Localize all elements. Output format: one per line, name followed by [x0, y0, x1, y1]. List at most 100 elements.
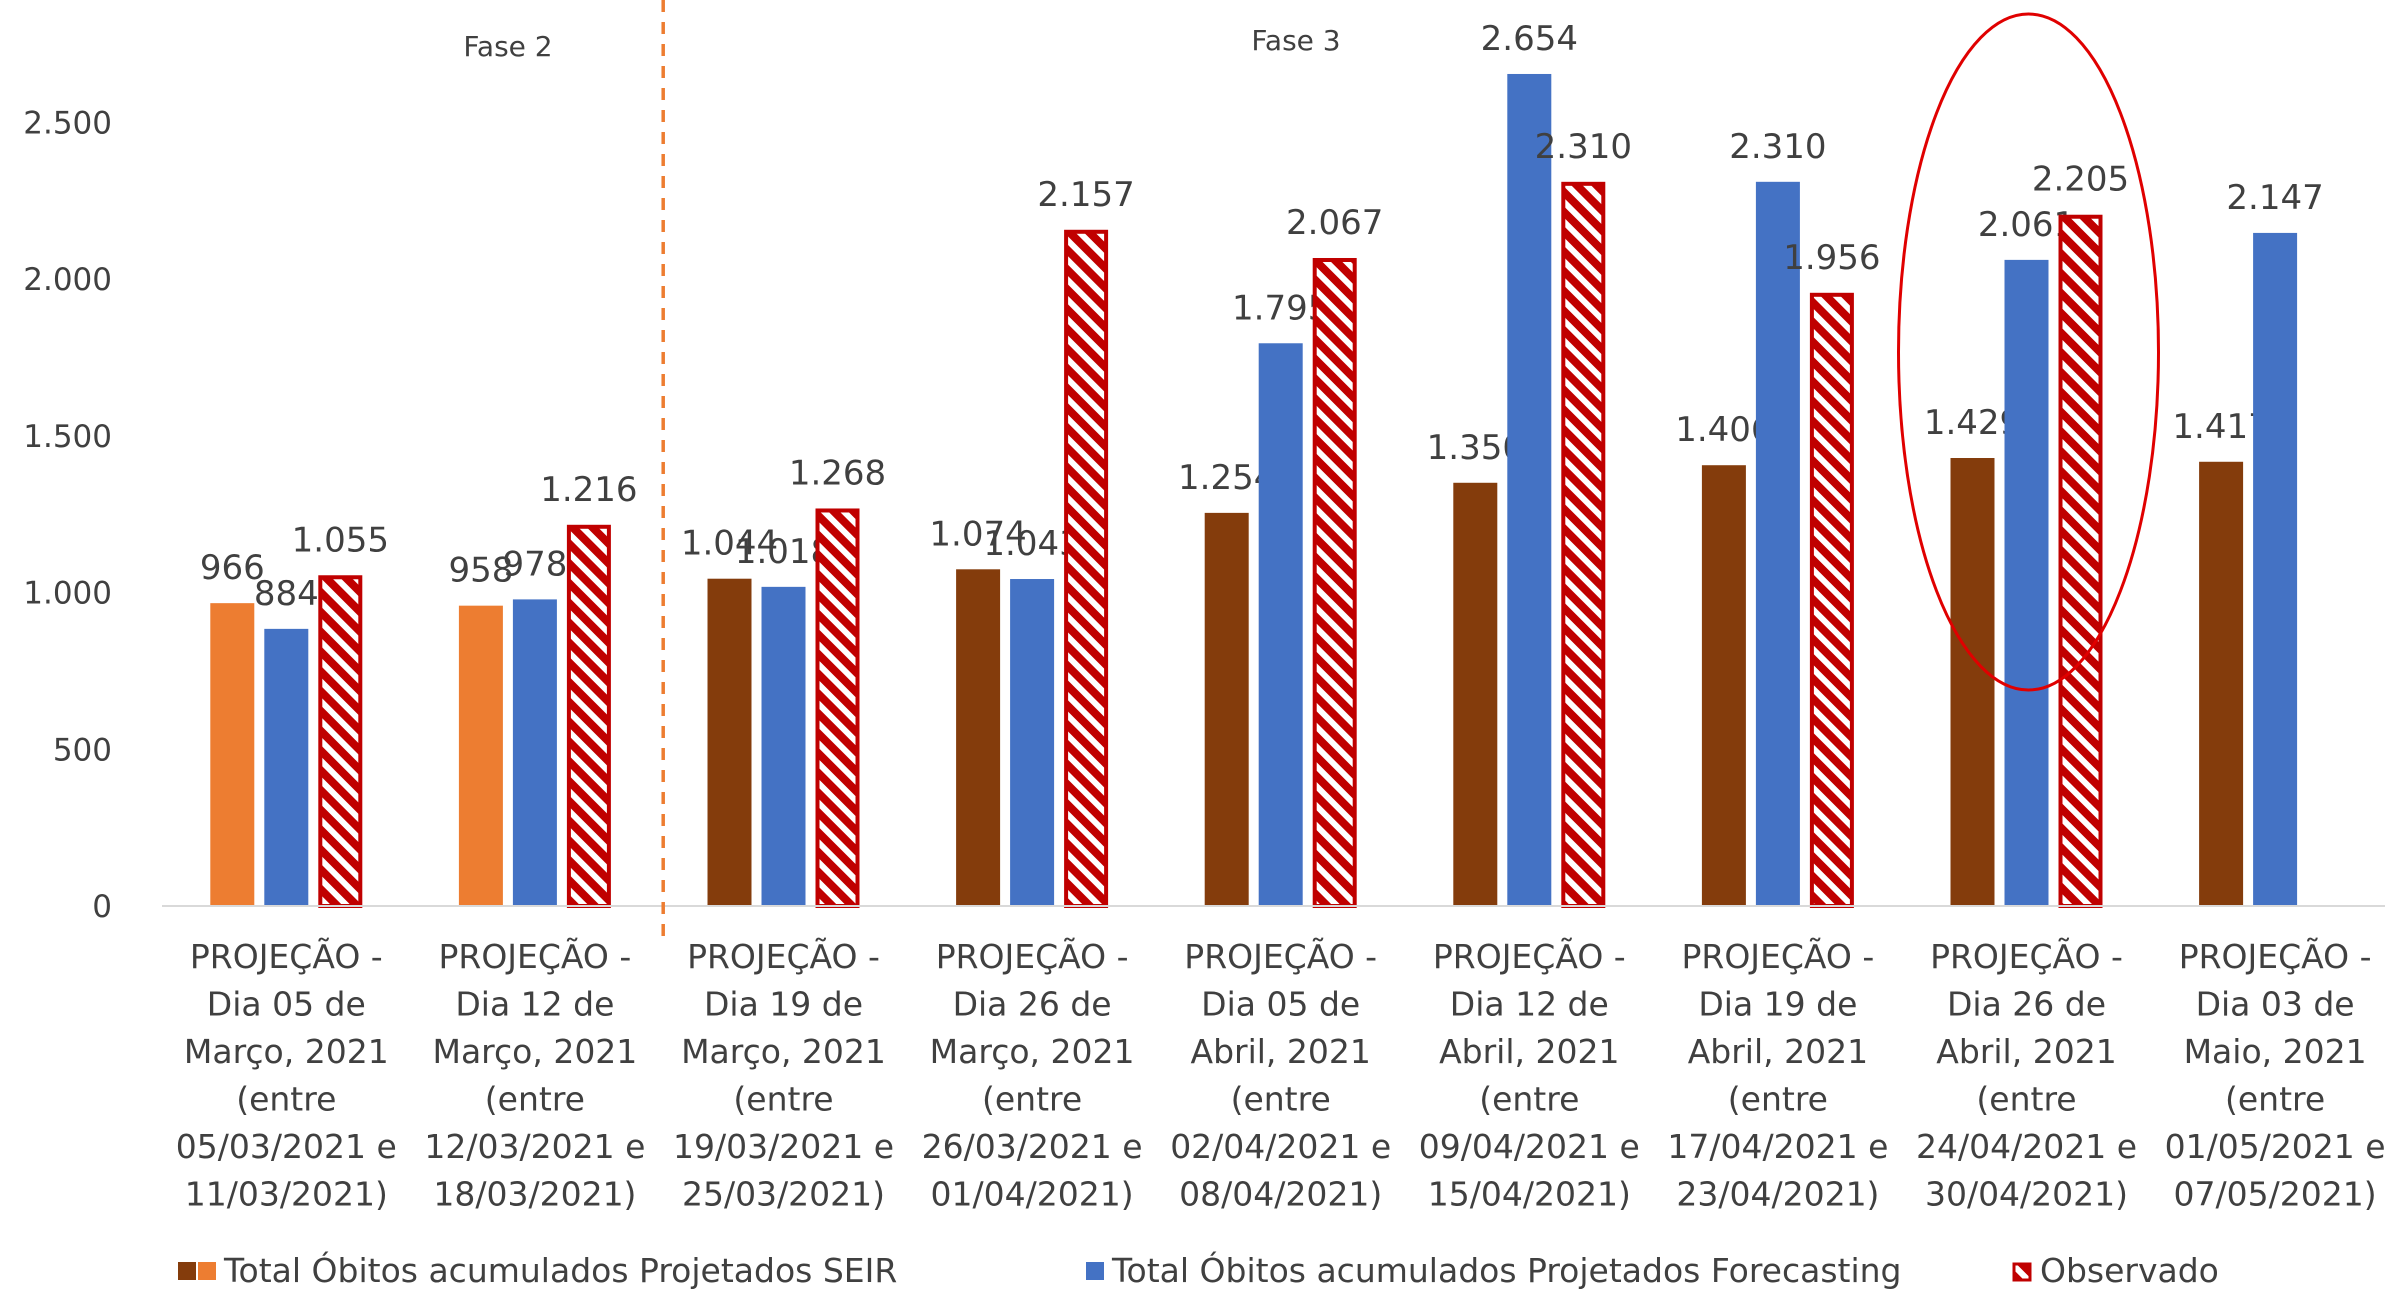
x-tick-label-line: (entre — [1231, 1080, 1331, 1119]
bar-seir — [458, 605, 503, 906]
x-tick-label-line: 25/03/2021) — [682, 1175, 885, 1214]
x-tick-label-line: (entre — [1479, 1080, 1579, 1119]
bar-forecasting — [1258, 343, 1303, 907]
x-tick-label-line: (entre — [1976, 1080, 2076, 1119]
bar-observado — [566, 524, 611, 908]
x-tick-label-line: Dia 03 de — [2196, 985, 2355, 1024]
x-tick-label-line: (entre — [1728, 1080, 1828, 1119]
x-tick-label-line: 07/05/2021) — [2174, 1175, 2377, 1214]
x-tick-label-line: Março, 2021 — [184, 1032, 389, 1071]
bar-seir — [1204, 512, 1249, 906]
x-tick-label-line: Maio, 2021 — [2184, 1032, 2367, 1071]
x-tick-label-line: (entre — [236, 1080, 336, 1119]
x-tick-label-line: 12/03/2021 e — [424, 1127, 645, 1166]
data-label: 1.268 — [789, 453, 886, 493]
bar-observado — [1809, 292, 1854, 908]
data-label: 2.310 — [1729, 127, 1826, 167]
x-tick-label-line: Dia 05 de — [1201, 985, 1360, 1024]
bar-forecasting — [264, 628, 309, 906]
legend-label-observado: Observado — [2040, 1251, 2219, 1290]
x-tick-label-line: 05/03/2021 e — [176, 1127, 397, 1166]
legend-label-seir: Total Óbitos acumulados Projetados SEIR — [223, 1250, 897, 1290]
x-tick-label-line: 19/03/2021 e — [673, 1127, 894, 1166]
x-tick-label-line: 01/04/2021) — [931, 1175, 1134, 1214]
data-label: 2.067 — [1286, 203, 1383, 243]
x-tick-label: PROJEÇÃO - Dia 12 de Abril, 2021 (entre 09/0… — [1419, 937, 1640, 1214]
bar-observado — [2058, 214, 2103, 909]
x-tick-label-line: 09/04/2021 e — [1419, 1127, 1640, 1166]
data-label: 2.147 — [2226, 178, 2323, 218]
x-tick-label-line: PROJEÇÃO - — [687, 937, 880, 976]
x-tick-label-line: 02/04/2021 e — [1170, 1127, 1391, 1166]
x-tick-label-line: Dia 12 de — [455, 985, 614, 1024]
bar-forecasting — [761, 586, 806, 906]
legend-swatch-seir-orange — [198, 1262, 216, 1280]
bar-observado — [1064, 229, 1109, 908]
x-tick-label-line: PROJEÇÃO - — [1433, 937, 1626, 976]
x-tick-label-line: Abril, 2021 — [1191, 1032, 1371, 1071]
data-label: 1.216 — [540, 470, 637, 510]
legend-swatch-forecasting — [1086, 1262, 1104, 1280]
bar-forecasting — [2004, 259, 2049, 907]
x-tick-label-line: 11/03/2021) — [185, 1175, 388, 1214]
legend: Total Óbitos acumulados Projetados SEIR T… — [178, 1250, 2219, 1290]
data-label: 2.654 — [1481, 19, 1578, 59]
x-tick-label-line: (entre — [733, 1080, 833, 1119]
bar-seir — [1701, 465, 1746, 906]
x-tick-label-line: PROJEÇÃO - — [2179, 937, 2372, 976]
x-tick-label: PROJEÇÃO - Dia 19 de Março, 2021 (entre 19/0… — [673, 937, 894, 1214]
x-tick-label-line: 18/03/2021) — [433, 1175, 636, 1214]
bar-forecasting — [2253, 232, 2298, 906]
annotations: Fase 2 Fase 3 — [463, 0, 2160, 945]
bar-forecasting — [1755, 181, 1800, 906]
data-label: 2.205 — [2032, 160, 2129, 200]
bar-seir — [2199, 461, 2244, 906]
x-tick-label-line: PROJEÇÃO - — [936, 937, 1129, 976]
y-tick-label: 2.500 — [23, 105, 112, 141]
data-label: 2.157 — [1037, 175, 1134, 215]
x-tick-label-line: PROJEÇÃO - — [1184, 937, 1377, 976]
x-tick-label-line: Dia 19 de — [1698, 985, 1857, 1024]
bar-observado — [1561, 181, 1606, 908]
x-tick-label-line: Dia 19 de — [704, 985, 863, 1024]
y-tick-label: 1.500 — [23, 419, 112, 455]
x-tick-label: PROJEÇÃO - Dia 05 de Abril, 2021 (entre 02/0… — [1170, 937, 1391, 1214]
legend-swatch-observado — [2012, 1262, 2032, 1282]
legend-label-forecasting: Total Óbitos acumulados Projetados Forec… — [1111, 1250, 1902, 1290]
data-label: 884 — [254, 574, 319, 614]
highlight-ellipse — [1897, 12, 2160, 692]
bar-seir — [1950, 458, 1995, 906]
x-tick-label-line: 08/04/2021) — [1179, 1175, 1382, 1214]
bar-forecasting — [512, 599, 557, 906]
bar-observado — [1312, 257, 1357, 909]
x-tick-label-line: (entre — [982, 1080, 1082, 1119]
y-tick-label: 1.000 — [23, 576, 112, 612]
x-tick-label-line: Dia 26 de — [953, 985, 1112, 1024]
x-tick-label-line: Março, 2021 — [432, 1032, 637, 1071]
data-label: 978 — [502, 544, 567, 584]
bar-forecasting — [1507, 73, 1552, 906]
x-tick-label-line: 24/04/2021 e — [1916, 1127, 2137, 1166]
x-tick-label-line: (entre — [2225, 1080, 2325, 1119]
x-tick-label-line: 15/04/2021) — [1428, 1175, 1631, 1214]
x-tick-label-line: PROJEÇÃO - — [1682, 937, 1875, 976]
x-tick-label-line: 01/05/2021 e — [2165, 1127, 2386, 1166]
x-tick-label-line: Dia 26 de — [1947, 985, 2106, 1024]
bar-seir — [707, 578, 752, 906]
x-tick-label: PROJEÇÃO - Dia 26 de Abril, 2021 (entre 24/0… — [1916, 937, 2137, 1214]
y-tick-label: 0 — [92, 889, 112, 925]
phase-3-label: Fase 3 — [1251, 24, 1340, 57]
bar-observado — [815, 508, 860, 908]
x-tick-label-line: PROJEÇÃO - — [1930, 937, 2123, 976]
x-tick-label-line: PROJEÇÃO - — [190, 937, 383, 976]
x-tick-label-line: 23/04/2021) — [1676, 1175, 1879, 1214]
x-tick-label-line: Abril, 2021 — [1439, 1032, 1619, 1071]
bar-seir — [210, 603, 255, 906]
y-tick-label: 500 — [53, 732, 112, 768]
x-tick-label: PROJEÇÃO - Dia 03 de Maio, 2021 (entre 01/05… — [2165, 937, 2386, 1214]
x-tick-label-line: Dia 05 de — [207, 985, 366, 1024]
x-tick-label-line: 17/04/2021 e — [1667, 1127, 1888, 1166]
x-tick-label-line: PROJEÇÃO - — [439, 937, 632, 976]
